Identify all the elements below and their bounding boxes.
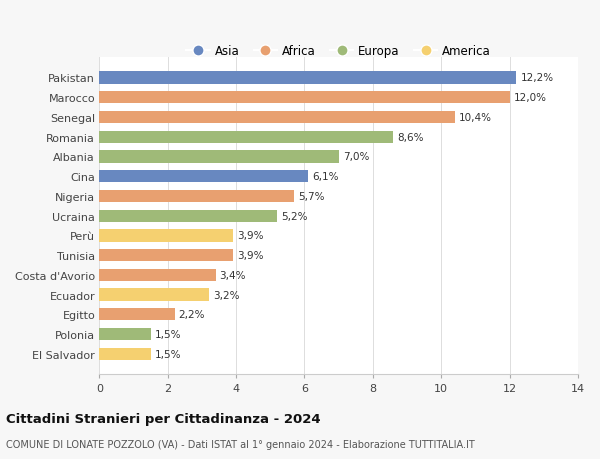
Bar	[99, 348, 151, 360]
Bar	[99, 210, 277, 222]
Bar	[99, 72, 517, 84]
Bar	[99, 171, 308, 183]
Text: 6,1%: 6,1%	[312, 172, 338, 182]
Text: Cittadini Stranieri per Cittadinanza - 2024: Cittadini Stranieri per Cittadinanza - 2…	[6, 412, 320, 425]
Text: 8,6%: 8,6%	[397, 132, 424, 142]
Text: 1,5%: 1,5%	[155, 330, 181, 339]
Bar	[99, 250, 233, 262]
Bar	[99, 190, 294, 202]
Text: 5,7%: 5,7%	[298, 191, 325, 202]
Text: 1,5%: 1,5%	[155, 349, 181, 359]
Text: 12,0%: 12,0%	[514, 93, 547, 103]
Text: 10,4%: 10,4%	[459, 113, 492, 123]
Text: 3,9%: 3,9%	[237, 251, 263, 261]
Bar	[99, 328, 151, 341]
Text: 7,0%: 7,0%	[343, 152, 369, 162]
Text: 3,2%: 3,2%	[213, 290, 239, 300]
Bar	[99, 151, 338, 163]
Bar	[99, 230, 233, 242]
Text: COMUNE DI LONATE POZZOLO (VA) - Dati ISTAT al 1° gennaio 2024 - Elaborazione TUT: COMUNE DI LONATE POZZOLO (VA) - Dati IST…	[6, 440, 475, 449]
Bar	[99, 308, 175, 321]
Bar	[99, 112, 455, 124]
Legend: Asia, Africa, Europa, America: Asia, Africa, Europa, America	[187, 45, 491, 58]
Bar	[99, 269, 215, 281]
Text: 2,2%: 2,2%	[179, 310, 205, 319]
Text: 12,2%: 12,2%	[520, 73, 554, 84]
Text: 3,4%: 3,4%	[220, 270, 246, 280]
Text: 5,2%: 5,2%	[281, 211, 308, 221]
Bar	[99, 131, 394, 144]
Bar	[99, 92, 509, 104]
Text: 3,9%: 3,9%	[237, 231, 263, 241]
Bar	[99, 289, 209, 301]
